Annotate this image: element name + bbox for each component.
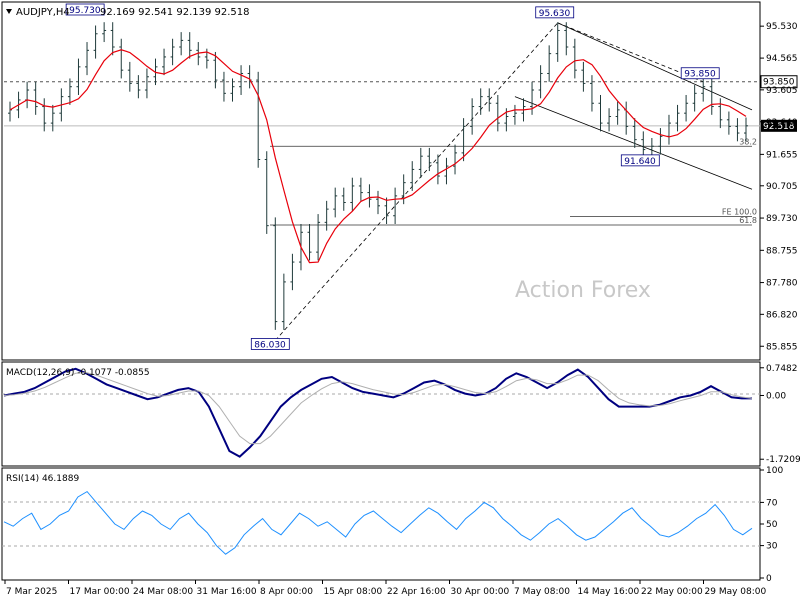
symbol-label: AUDJPY,H4 bbox=[16, 7, 70, 18]
price-tick-label: 87.780 bbox=[766, 279, 798, 289]
rsi-title: RSI(14) 46.1889 bbox=[6, 474, 79, 484]
ma-line bbox=[9, 49, 747, 264]
swing-label: 95.630 bbox=[539, 9, 571, 19]
macd-tick-label: 0.00 bbox=[766, 391, 786, 401]
price-tick-label: 85.855 bbox=[766, 342, 798, 352]
time-tick-label: 22 May 00:00 bbox=[641, 587, 703, 597]
time-tick-label: 15 Apr 08:00 bbox=[324, 587, 383, 597]
resistance-tag bbox=[760, 75, 798, 89]
price-tick-label: 93.605 bbox=[766, 86, 798, 96]
swing-dashed-line bbox=[275, 22, 559, 341]
triangle-down-icon bbox=[6, 9, 12, 14]
resistance-tag-label: 93.850 bbox=[763, 78, 795, 88]
swing-label: 91.640 bbox=[624, 157, 656, 167]
swing-dashed-line bbox=[557, 22, 704, 83]
rsi-panel[interactable]: 100 70 50 30 0 RSI(14) 46.1889 bbox=[1, 466, 783, 584]
macd-tick-label: -1.7209 bbox=[766, 455, 800, 465]
time-tick-label: 30 Apr 00:00 bbox=[451, 587, 510, 597]
time-tick-label: 7 May 08:00 bbox=[514, 587, 570, 597]
price-tick-label: 89.730 bbox=[766, 214, 798, 224]
time-tick-label: 7 Mar 2025 bbox=[6, 587, 57, 597]
fib-label: FE 100.0 bbox=[722, 207, 757, 216]
swing-label-box bbox=[535, 6, 575, 19]
time-tick-label: 14 May 16:00 bbox=[578, 587, 640, 597]
time-tick-label: 17 Mar 00:00 bbox=[70, 587, 130, 597]
price-candles bbox=[8, 22, 748, 330]
price-tick-label: 94.565 bbox=[766, 54, 798, 64]
channel-upper bbox=[557, 22, 753, 111]
price-tick-label: 86.820 bbox=[766, 310, 798, 320]
current-price-label: 92.518 bbox=[763, 122, 795, 132]
swing-label: 86.030 bbox=[254, 340, 286, 350]
macd-signal-line bbox=[3, 371, 753, 445]
time-tick-label: 29 May 08:00 bbox=[705, 587, 767, 597]
rsi-y-axis: 100 70 50 30 0 bbox=[760, 466, 783, 584]
swing-label: 93.850 bbox=[684, 70, 716, 80]
rsi-line bbox=[3, 490, 753, 555]
macd-title: MACD(12,26,9) -0.1077 -0.0855 bbox=[6, 368, 150, 378]
swing-label-box bbox=[65, 3, 105, 16]
swing-label-box bbox=[680, 67, 720, 80]
moving-average bbox=[9, 49, 747, 264]
time-tick-label: 22 Apr 16:00 bbox=[387, 587, 446, 597]
price-tick-label: 88.755 bbox=[766, 246, 798, 256]
swing-label-box bbox=[250, 338, 290, 350]
swing-label-box bbox=[620, 154, 660, 167]
price-y-axis: 95.530 94.565 93.605 92.640 91.655 90.705 89.7… bbox=[760, 22, 798, 352]
trend-channel bbox=[275, 22, 753, 341]
channel-lower bbox=[514, 96, 753, 190]
time-tick-label: 31 Mar 16:00 bbox=[197, 587, 257, 597]
current-price-tag bbox=[761, 119, 797, 132]
swing-label: 95.730 bbox=[69, 6, 101, 16]
rsi-tick-label: 100 bbox=[766, 466, 783, 476]
macd-y-axis: 0.7482 0.00 -1.7209 bbox=[760, 364, 800, 465]
price-tick-label: 90.705 bbox=[766, 182, 798, 192]
rsi-tick-label: 30 bbox=[766, 542, 778, 552]
price-panel-frame bbox=[1, 1, 761, 361]
rsi-line-path bbox=[3, 490, 753, 555]
time-tick-label: 24 Mar 08:00 bbox=[133, 587, 193, 597]
rsi-tick-label: 0 bbox=[766, 574, 772, 584]
fib-label: 38.2 bbox=[739, 137, 757, 146]
price-tick-label: 92.640 bbox=[766, 118, 798, 128]
macd-tick-label: 0.7482 bbox=[766, 364, 798, 374]
macd-main-line bbox=[3, 367, 752, 458]
price-panel[interactable]: Action Forex 93.850 92.518 38.2 FE 100.061.… bbox=[1, 1, 798, 361]
watermark: Action Forex bbox=[515, 278, 651, 303]
price-tick-label: 91.655 bbox=[766, 150, 798, 160]
macd-panel-frame bbox=[1, 361, 761, 467]
rsi-tick-label: 50 bbox=[766, 520, 778, 530]
header-text: AUDJPY,H4 92.169 92.541 92.139 92.518 bbox=[6, 7, 250, 18]
ohlc-label: 92.169 92.541 92.139 92.518 bbox=[100, 7, 250, 18]
price-annotations: 95.730 86.030 95.630 91.640 93.850 bbox=[65, 3, 720, 350]
price-tick-label: 95.530 bbox=[766, 22, 798, 32]
rsi-tick-label: 70 bbox=[766, 498, 778, 508]
time-axis: 7 Mar 2025 17 Mar 00:00 24 Mar 08:00 31 Mar… bbox=[4, 580, 767, 597]
time-tick-label: 8 Apr 00:00 bbox=[260, 587, 313, 597]
fib-label: 61.8 bbox=[739, 216, 757, 225]
macd-panel[interactable]: 0.7482 0.00 -1.7209 MACD(12,26,9) -0.1077 … bbox=[1, 361, 800, 467]
macd-lines bbox=[3, 367, 753, 458]
